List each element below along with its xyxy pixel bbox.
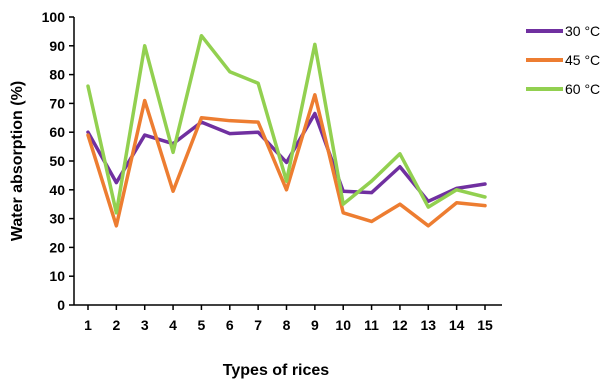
x-tick-label: 10 (335, 317, 351, 333)
legend-label: 30 °C (565, 23, 600, 39)
legend-label: 60 °C (565, 81, 600, 97)
x-tick-label: 4 (169, 317, 177, 333)
y-tick-label: 30 (49, 211, 65, 227)
y-tick-label: 70 (49, 95, 65, 111)
x-tick-label: 9 (311, 317, 319, 333)
y-tick-label: 80 (49, 67, 65, 83)
series-line-3 (86, 33, 487, 215)
x-axis-ticks: 1 2 3 4 5 6 7 8 9 10 11 12 13 14 15 (84, 305, 493, 333)
x-axis-label: Types of rices (223, 362, 330, 379)
x-tick-label: 5 (198, 317, 206, 333)
x-tick-label: 11 (364, 317, 379, 333)
y-axis-ticks: 0 10 20 30 40 50 60 70 80 90 100 (42, 9, 74, 313)
x-tick-label: 12 (392, 317, 408, 333)
y-axis-label: Water absorption (%) (9, 81, 26, 241)
x-tick-label: 1 (84, 317, 92, 333)
y-tick-label: 100 (42, 9, 66, 25)
y-tick-label: 50 (49, 153, 65, 169)
x-tick-label: 13 (420, 317, 436, 333)
y-tick-label: 90 (49, 38, 65, 54)
x-tick-label: 14 (449, 317, 465, 333)
series-lines (86, 33, 487, 228)
y-tick-label: 10 (49, 268, 65, 284)
y-tick-label: 60 (49, 124, 65, 140)
x-tick-label: 7 (254, 317, 262, 333)
y-tick-label: 0 (57, 297, 65, 313)
legend-label: 45 °C (565, 52, 600, 68)
series-line-2 (86, 93, 487, 228)
x-tick-label: 2 (112, 317, 120, 333)
y-tick-label: 40 (49, 182, 65, 198)
x-tick-label: 8 (283, 317, 291, 333)
x-tick-label: 15 (477, 317, 493, 333)
x-tick-label: 3 (141, 317, 149, 333)
y-tick-label: 20 (49, 239, 65, 255)
x-tick-label: 6 (226, 317, 234, 333)
legend: 30 °C 45 °C 60 °C (526, 23, 600, 97)
